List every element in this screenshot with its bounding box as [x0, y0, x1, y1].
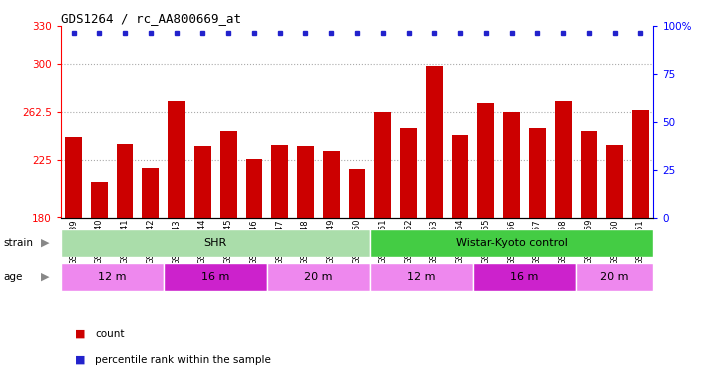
- Text: 12 m: 12 m: [98, 272, 126, 282]
- Bar: [370, 229, 653, 257]
- Bar: [580, 131, 598, 218]
- Bar: [503, 112, 520, 218]
- Text: 12 m: 12 m: [407, 272, 436, 282]
- Text: count: count: [95, 329, 124, 339]
- Bar: [246, 159, 262, 218]
- Bar: [632, 110, 649, 218]
- Bar: [143, 168, 159, 217]
- Bar: [606, 145, 623, 218]
- Text: age: age: [4, 272, 23, 282]
- Bar: [426, 66, 443, 218]
- Bar: [169, 102, 185, 217]
- Bar: [164, 262, 267, 291]
- Text: SHR: SHR: [203, 238, 227, 248]
- Bar: [267, 262, 370, 291]
- Bar: [370, 262, 473, 291]
- Text: percentile rank within the sample: percentile rank within the sample: [95, 355, 271, 365]
- Bar: [452, 135, 468, 218]
- Text: ▶: ▶: [41, 272, 50, 282]
- Text: 20 m: 20 m: [304, 272, 333, 282]
- Bar: [478, 103, 494, 218]
- Text: GDS1264 / rc_AA800669_at: GDS1264 / rc_AA800669_at: [61, 12, 241, 25]
- Bar: [529, 128, 545, 217]
- Bar: [297, 146, 314, 218]
- Bar: [91, 182, 108, 218]
- Bar: [348, 169, 366, 217]
- Bar: [65, 137, 82, 218]
- Bar: [194, 146, 211, 218]
- Bar: [473, 262, 576, 291]
- Bar: [61, 262, 164, 291]
- Text: 20 m: 20 m: [600, 272, 629, 282]
- Text: Wistar-Kyoto control: Wistar-Kyoto control: [456, 238, 568, 248]
- Text: ■: ■: [75, 329, 86, 339]
- Bar: [374, 112, 391, 218]
- Text: strain: strain: [4, 238, 34, 248]
- Text: ■: ■: [75, 355, 86, 365]
- Bar: [271, 145, 288, 218]
- Bar: [61, 229, 370, 257]
- Text: 16 m: 16 m: [201, 272, 229, 282]
- Text: ▶: ▶: [41, 238, 50, 248]
- Bar: [400, 128, 417, 217]
- Bar: [576, 262, 653, 291]
- Bar: [555, 102, 571, 217]
- Text: 16 m: 16 m: [511, 272, 538, 282]
- Bar: [220, 131, 236, 218]
- Bar: [323, 151, 340, 217]
- Bar: [116, 144, 134, 218]
